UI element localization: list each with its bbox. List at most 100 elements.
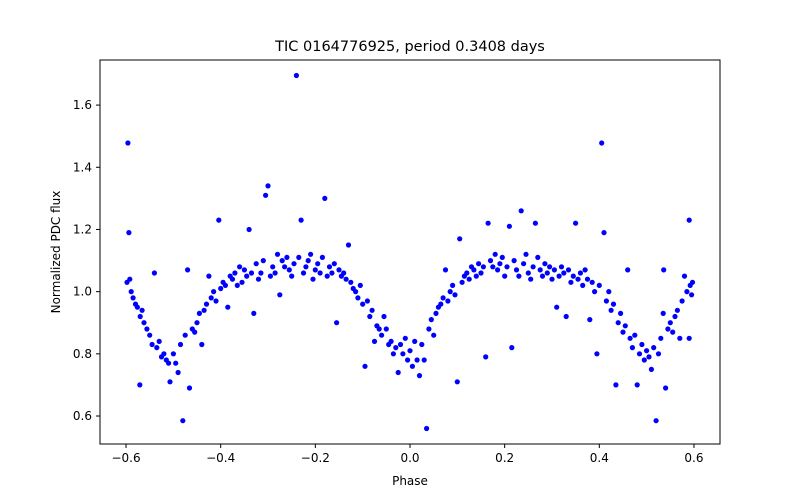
data-point — [329, 270, 335, 276]
data-point — [547, 264, 553, 270]
x-tick-label: 0.4 — [590, 451, 609, 465]
data-point — [234, 282, 240, 288]
x-tick-label: 0.2 — [495, 451, 514, 465]
data-point — [686, 335, 692, 341]
data-point — [360, 301, 366, 307]
data-point — [147, 332, 153, 338]
data-point — [618, 310, 624, 316]
x-tick-label: 0.6 — [684, 451, 703, 465]
data-point — [213, 298, 219, 304]
data-point — [345, 242, 352, 248]
data-point — [518, 208, 524, 214]
data-point — [130, 295, 136, 301]
data-point — [670, 329, 676, 335]
data-point — [471, 267, 477, 273]
data-point — [284, 254, 290, 260]
data-point — [532, 220, 539, 226]
data-point — [454, 379, 460, 385]
data-point — [502, 273, 508, 279]
data-point — [504, 264, 510, 270]
data-point — [556, 273, 562, 279]
data-point — [286, 267, 292, 273]
data-point — [334, 320, 340, 326]
data-point — [644, 348, 650, 354]
data-point — [317, 270, 323, 276]
data-point — [353, 289, 359, 295]
data-point — [124, 279, 130, 285]
data-point — [528, 276, 534, 282]
data-point — [300, 270, 307, 276]
data-point — [167, 379, 173, 385]
data-point — [689, 292, 695, 298]
data-point — [125, 140, 131, 146]
data-point — [279, 258, 285, 264]
data-points — [124, 72, 696, 432]
data-point — [442, 267, 449, 273]
data-point — [161, 351, 167, 357]
data-point — [341, 270, 347, 276]
data-point — [255, 276, 262, 282]
data-point — [544, 270, 550, 276]
data-point — [433, 310, 439, 316]
data-point — [412, 338, 418, 344]
data-point — [154, 345, 160, 351]
data-point — [141, 320, 147, 326]
data-point — [651, 345, 657, 351]
data-point — [237, 264, 243, 270]
data-point — [476, 261, 482, 267]
data-point — [149, 341, 155, 348]
data-point — [289, 273, 295, 279]
data-point — [291, 261, 297, 267]
data-point — [173, 360, 179, 366]
data-point — [615, 320, 621, 326]
data-point — [371, 338, 378, 344]
data-point — [166, 360, 172, 366]
data-point — [324, 273, 330, 279]
data-point — [180, 418, 186, 424]
data-point — [253, 261, 259, 267]
data-point — [395, 369, 401, 376]
data-point — [274, 251, 281, 257]
data-point — [388, 338, 394, 344]
data-point — [516, 273, 522, 279]
data-point — [400, 351, 406, 357]
data-point — [655, 351, 662, 357]
data-point — [381, 313, 387, 320]
data-point — [126, 230, 132, 236]
data-point — [663, 385, 669, 391]
data-point — [428, 317, 434, 323]
data-point — [199, 341, 205, 348]
data-point — [473, 273, 479, 279]
data-point — [565, 267, 572, 273]
data-point — [549, 276, 555, 282]
data-point — [447, 289, 453, 295]
data-point — [686, 217, 692, 223]
x-axis: −0.6 −0.4 −0.2 0.0 0.2 0.4 0.6 — [111, 444, 704, 465]
data-point — [326, 264, 333, 270]
data-point — [490, 264, 496, 270]
data-point — [419, 341, 425, 348]
data-point — [681, 273, 688, 279]
data-point — [487, 258, 494, 264]
data-point — [440, 295, 446, 301]
data-point — [390, 351, 396, 357]
data-point — [229, 276, 236, 282]
data-point — [206, 273, 212, 279]
data-point — [495, 267, 501, 273]
data-point — [186, 385, 193, 391]
data-point — [267, 273, 273, 279]
data-point — [485, 220, 491, 226]
data-point — [464, 270, 470, 276]
data-point — [639, 341, 645, 348]
data-point — [525, 270, 531, 276]
data-point — [431, 332, 437, 338]
data-point — [331, 261, 337, 267]
data-point — [426, 326, 432, 332]
data-point — [263, 192, 269, 198]
data-point — [367, 313, 373, 320]
data-point — [144, 326, 150, 332]
data-point — [355, 295, 361, 301]
data-point — [674, 307, 681, 313]
data-point — [506, 223, 512, 229]
data-point — [248, 270, 255, 276]
